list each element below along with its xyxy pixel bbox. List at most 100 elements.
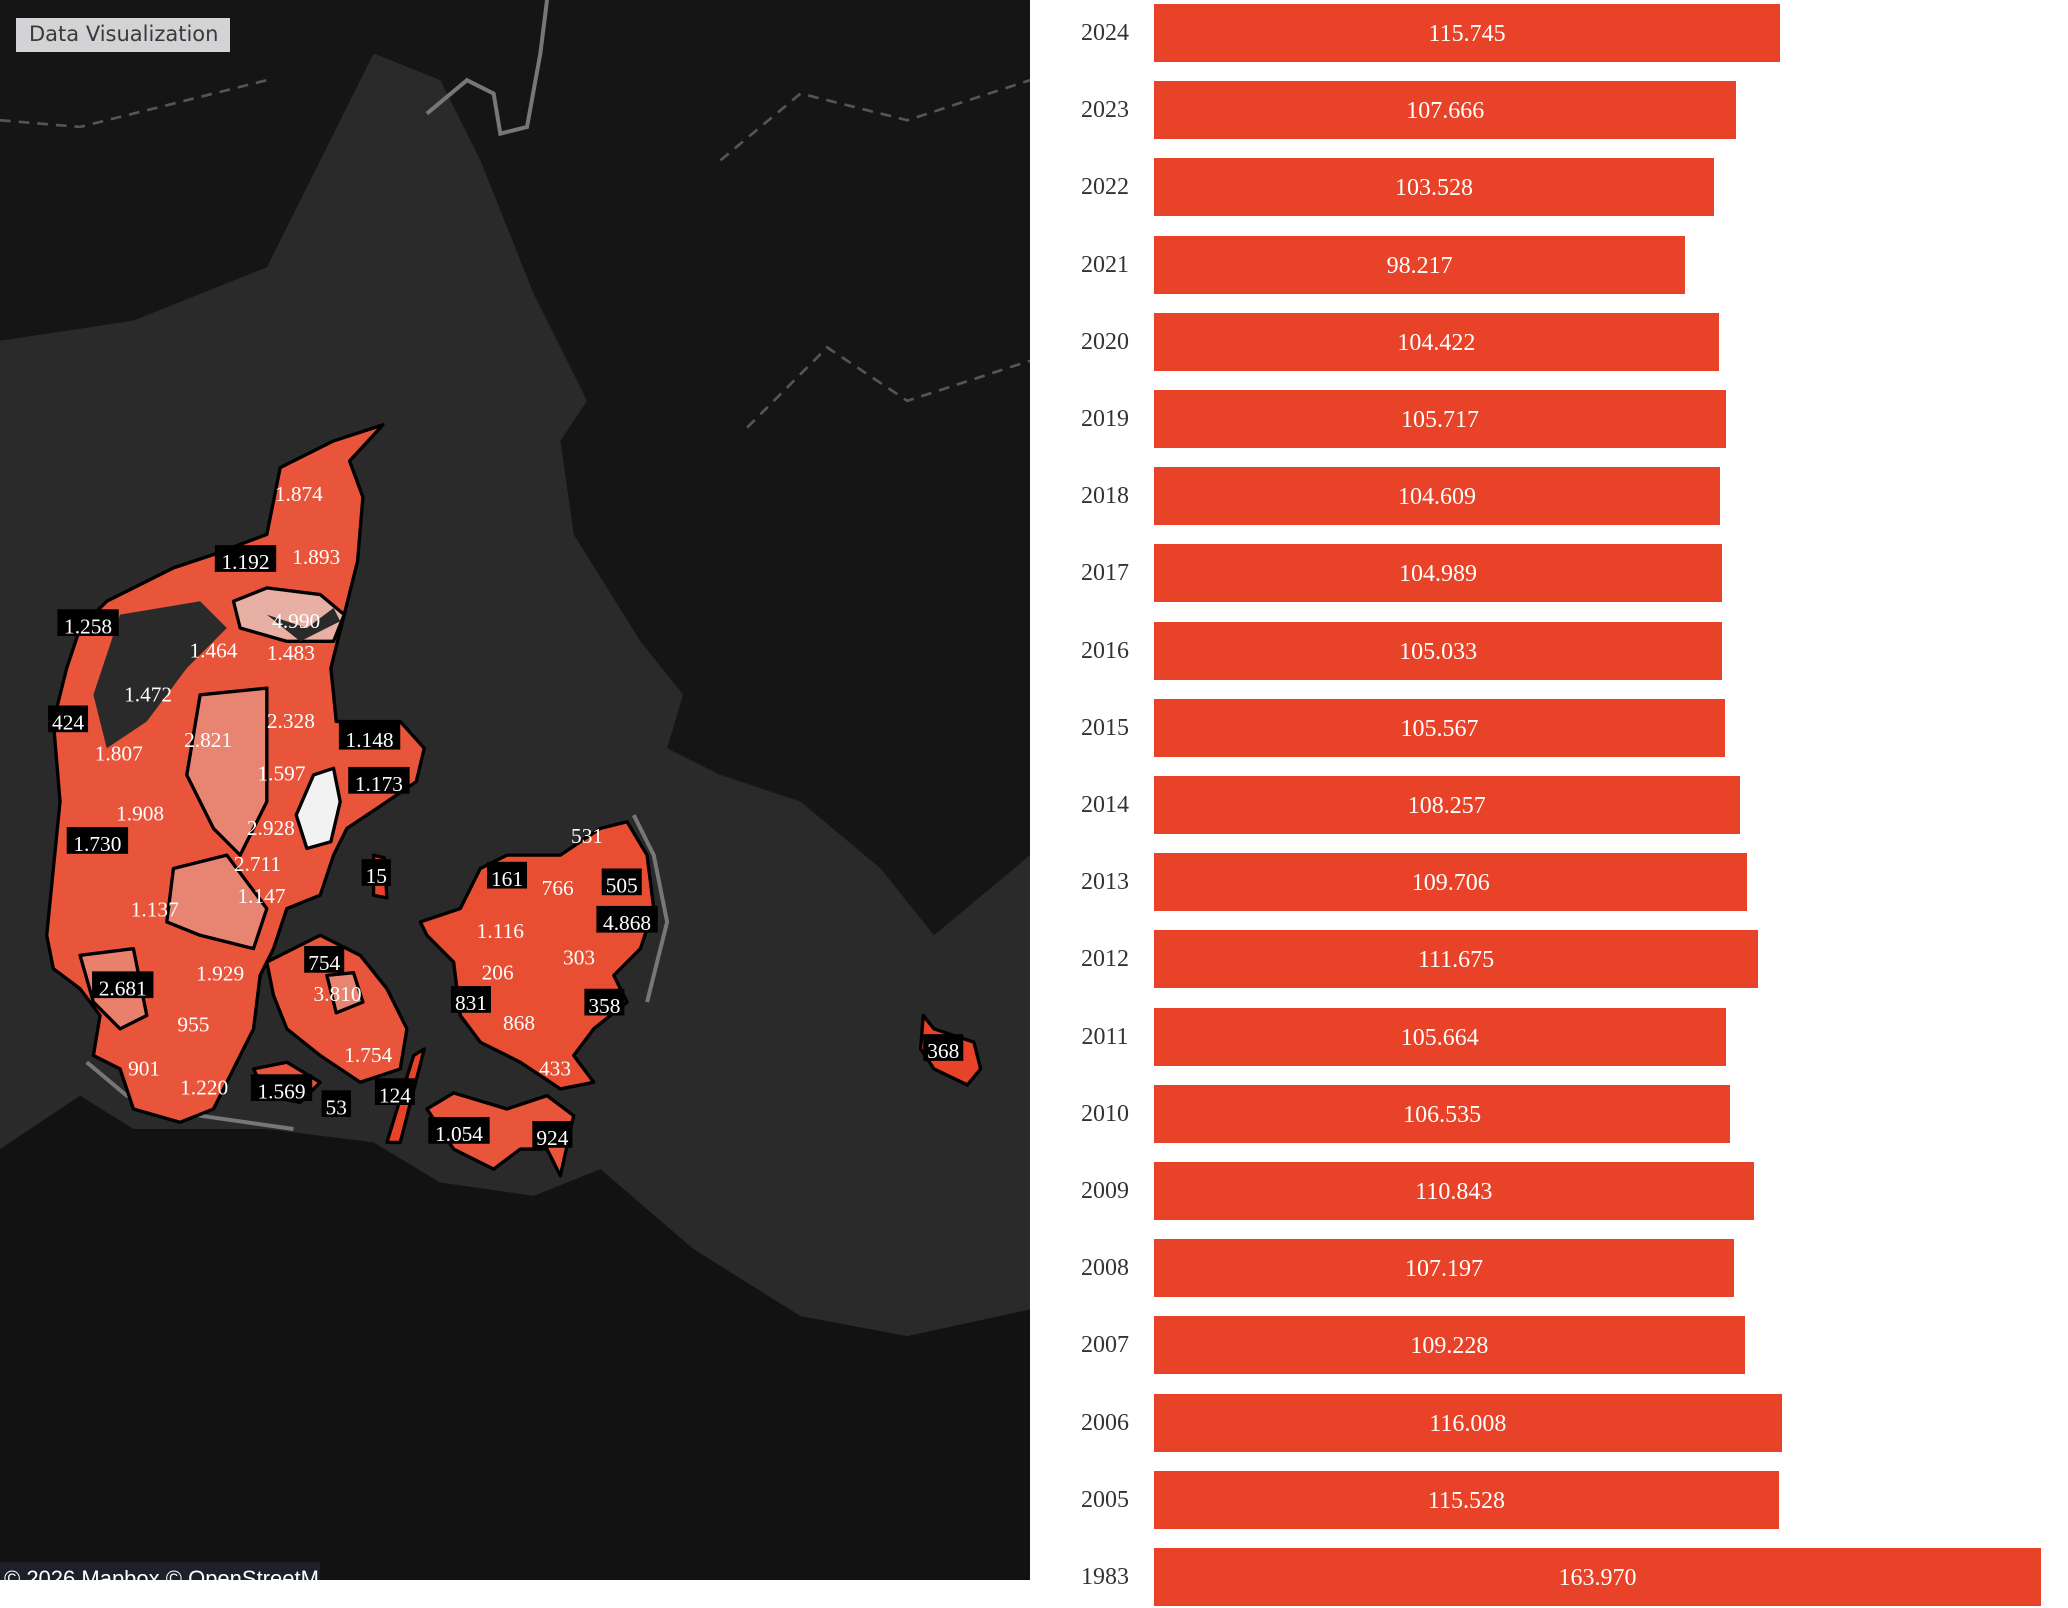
bar-row: 2010 106.535 <box>1030 1084 2068 1143</box>
bar[interactable]: 105.033 <box>1154 621 1723 680</box>
map-label-background <box>66 827 129 854</box>
map-value-label: 2.928 <box>247 816 295 840</box>
map-value-label: 161 <box>491 867 523 891</box>
map-value-label: 2.711 <box>234 852 281 876</box>
year-tick-label: 2009 <box>1081 1178 1129 1204</box>
choropleth-map[interactable]: 1.874 1.192 1.893 1.258 4.990 1.464 1.483 1.472… <box>0 0 1030 1580</box>
land-south <box>0 1095 1030 1580</box>
bar[interactable]: 104.609 <box>1154 467 1720 526</box>
bar-value-label: 116.008 <box>1429 1410 1507 1437</box>
bar-row: 2020 104.422 <box>1030 312 2068 371</box>
year-tick-label: 2007 <box>1081 1332 1129 1359</box>
map-attribution[interactable]: © 2026 Mapbox © OpenStreetMap <box>0 1562 320 1580</box>
bar[interactable]: 115.528 <box>1154 1470 1779 1529</box>
bar[interactable]: 110.843 <box>1154 1162 1754 1220</box>
bar[interactable]: 106.535 <box>1154 1084 1731 1143</box>
year-tick-label: 2005 <box>1081 1486 1129 1513</box>
bar-value-label: 110.843 <box>1415 1179 1493 1205</box>
bar-row: 2006 116.008 <box>1030 1393 2068 1452</box>
bar-value-label: 104.989 <box>1398 561 1477 588</box>
bar[interactable]: 105.567 <box>1154 698 1726 757</box>
map-value-label: 1.147 <box>237 884 285 908</box>
bar-row: 2017 104.989 <box>1030 544 2068 603</box>
map-value-label: 1.148 <box>346 728 394 752</box>
map-canvas[interactable]: 1.874 1.192 1.893 1.258 4.990 1.464 1.483 1.472… <box>0 0 1030 1580</box>
bar-row: 2018 104.609 <box>1030 467 2068 526</box>
year-tick-label: 2008 <box>1081 1255 1129 1282</box>
year-tick-label: 2015 <box>1081 714 1129 741</box>
region-highlight[interactable] <box>185 686 269 857</box>
bar-row: 1983 163.970 <box>1030 1548 2068 1606</box>
map-value-label: 1.220 <box>180 1075 228 1099</box>
bar-row: 2024 115.745 <box>1030 4 2068 62</box>
bar-value-label: 105.567 <box>1400 715 1479 742</box>
bar[interactable]: 104.989 <box>1154 544 1722 603</box>
year-tick-label: 2010 <box>1081 1100 1129 1127</box>
map-label-background <box>250 1074 313 1101</box>
map-value-label: 1.192 <box>221 550 269 574</box>
map-label-background <box>532 1121 573 1148</box>
bar[interactable]: 111.675 <box>1154 930 1759 989</box>
map-value-label: 424 <box>52 711 84 735</box>
limfjord <box>93 601 341 749</box>
region-highlight[interactable] <box>165 853 269 951</box>
bar[interactable]: 115.745 <box>1154 4 1781 62</box>
region-lolland-falster[interactable] <box>425 1091 576 1178</box>
bar-value-label: 163.970 <box>1558 1565 1637 1591</box>
map-value-label: 2.821 <box>184 728 232 752</box>
map-value-label: 1.173 <box>355 772 403 796</box>
bar-value-label: 104.422 <box>1397 329 1476 356</box>
map-value-label: 2.328 <box>267 709 315 733</box>
bar[interactable]: 163.970 <box>1154 1548 2041 1606</box>
year-tick-label: 2011 <box>1081 1023 1129 1050</box>
bar[interactable]: 108.257 <box>1154 776 1740 834</box>
map-value-label: 2.681 <box>99 976 147 1000</box>
bar-value-label: 107.197 <box>1404 1256 1483 1283</box>
bar-value-label: 105.033 <box>1399 638 1478 665</box>
bar[interactable]: 103.528 <box>1154 158 1715 217</box>
bar[interactable]: 105.717 <box>1154 390 1726 448</box>
map-value-label: 15 <box>366 864 387 888</box>
bar-chart: 2024 115.745 2023 107.666 2022 103.528 2021 98.… <box>1030 0 2068 1606</box>
region-max[interactable] <box>294 766 342 851</box>
map-label-background <box>48 705 89 733</box>
map-value-label: 531 <box>571 824 603 848</box>
bar[interactable]: 109.228 <box>1154 1316 1745 1375</box>
map-label-background <box>596 905 658 933</box>
map-label-background <box>338 722 401 750</box>
bar[interactable]: 104.422 <box>1154 312 1719 371</box>
map-label-background <box>304 945 345 973</box>
bar-row: 2007 109.228 <box>1030 1316 2068 1375</box>
bar[interactable]: 105.664 <box>1154 1007 1726 1066</box>
map-value-label: 1.893 <box>292 545 340 569</box>
map-value-label: 368 <box>927 1039 959 1063</box>
bar[interactable]: 107.666 <box>1154 81 1737 140</box>
bar-value-label: 109.228 <box>1410 1333 1489 1360</box>
bar-row: 2021 98.217 <box>1030 235 2068 294</box>
visualization-badge: Data Visualization <box>16 18 231 52</box>
bar-value-label: 115.528 <box>1427 1487 1506 1514</box>
bar[interactable]: 98.217 <box>1154 235 1686 294</box>
bar-row: 2005 115.528 <box>1030 1470 2068 1529</box>
border-line <box>631 814 670 1003</box>
map-value-label: 901 <box>128 1057 160 1081</box>
map-label-background <box>450 986 491 1013</box>
bar-value-label: 107.666 <box>1406 98 1485 125</box>
bar-row: 2012 111.675 <box>1030 930 2068 989</box>
map-value-label: 4.990 <box>272 609 320 633</box>
region-highlight[interactable] <box>325 971 365 1015</box>
bar[interactable]: 116.008 <box>1154 1393 1782 1452</box>
bar-row: 2022 103.528 <box>1030 158 2068 217</box>
bar[interactable]: 109.706 <box>1154 853 1748 912</box>
bar-value-label: 98.217 <box>1386 252 1453 279</box>
map-value-label: 1.116 <box>477 919 525 943</box>
bar-row: 2014 108.257 <box>1030 776 2068 834</box>
year-tick-label: 2016 <box>1081 637 1129 664</box>
map-value-label: 206 <box>482 960 514 984</box>
map-label-background <box>374 1078 415 1105</box>
bar-value-label: 105.717 <box>1400 407 1479 433</box>
bar-value-label: 106.535 <box>1403 1101 1482 1128</box>
bar-row: 2008 107.197 <box>1030 1239 2068 1298</box>
bar[interactable]: 107.197 <box>1154 1239 1734 1298</box>
map-value-label: 924 <box>536 1126 568 1150</box>
